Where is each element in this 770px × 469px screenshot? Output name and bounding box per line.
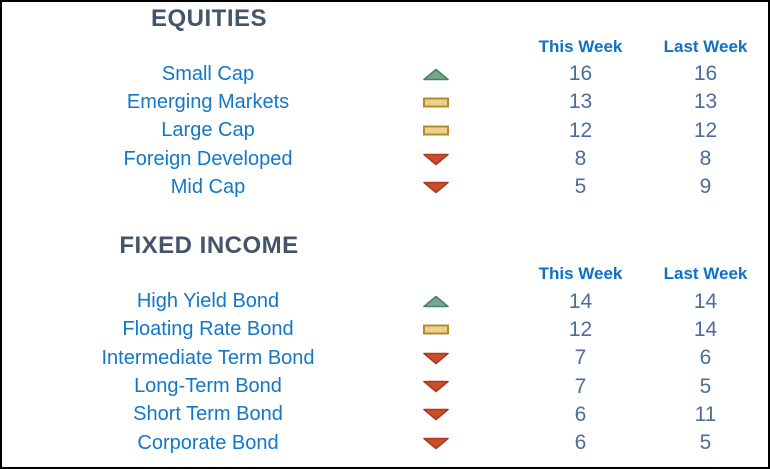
section-title: FIXED INCOME [119, 232, 299, 260]
this-week-value: 6 [574, 402, 587, 426]
section-title: EQUITIES [150, 5, 268, 32]
category-label: Corporate Bond [137, 431, 279, 454]
category-label: Short Term Bond [133, 403, 283, 426]
rankings-report: EQUITIES This Week Last Week Small Cap [2, 4, 768, 469]
this-week-value: 14 [568, 289, 593, 313]
last-week-value: 9 [699, 175, 712, 199]
last-week-value: 5 [699, 431, 712, 455]
this-week-value: 12 [568, 317, 593, 341]
this-week-value: 5 [574, 175, 587, 199]
trend-flat-icon [422, 96, 450, 109]
last-week-value: 13 [693, 90, 718, 114]
trend-down-icon [422, 437, 450, 450]
last-week-column-header: Last Week [663, 264, 748, 284]
trend-down-icon [422, 352, 450, 365]
last-week-value: 5 [699, 374, 712, 398]
table-row: Floating Rate Bond 12 14 [2, 316, 768, 344]
table-row: Intermediate Term Bond 7 6 [2, 344, 768, 372]
category-label: Small Cap [161, 62, 255, 85]
last-week-value: 6 [699, 346, 712, 370]
last-week-column-header: Last Week [663, 37, 748, 56]
this-week-column-header: This Week [538, 264, 623, 284]
table-row: High Yield Bond 14 14 [2, 287, 768, 315]
table-row: Short Term Bond 6 11 [2, 401, 768, 429]
category-label: Long-Term Bond [134, 375, 282, 398]
trend-up-icon [422, 295, 450, 308]
category-label: Intermediate Term Bond [101, 346, 315, 369]
trend-flat-icon [422, 323, 450, 336]
trend-flat-icon [422, 124, 450, 137]
this-week-value: 6 [574, 431, 587, 455]
this-week-value: 12 [568, 118, 593, 142]
table-row: Small Cap 16 16 [2, 60, 768, 88]
last-week-value: 14 [693, 317, 718, 341]
trend-down-icon [422, 408, 450, 421]
table-row: Large Cap 12 12 [2, 117, 768, 145]
category-label: Foreign Developed [123, 147, 293, 170]
column-header-row: This Week Last Week [2, 261, 768, 287]
category-label: High Yield Bond [136, 290, 280, 313]
section-equities: EQUITIES This Week Last Week Small Cap [2, 4, 768, 201]
table-row: Mid Cap 5 9 [2, 173, 768, 201]
this-week-column-header: This Week [538, 37, 623, 56]
this-week-value: 16 [568, 62, 593, 86]
this-week-value: 7 [574, 374, 587, 398]
section-fixed-income: FIXED INCOME This Week Last Week High Yi… [2, 231, 768, 457]
trend-up-icon [422, 68, 450, 81]
trend-down-icon [422, 380, 450, 393]
last-week-value: 14 [693, 289, 718, 313]
table-row: Long-Term Bond 7 5 [2, 372, 768, 400]
category-label: Large Cap [161, 119, 255, 142]
trend-down-icon [422, 153, 450, 166]
table-row: Foreign Developed 8 8 [2, 145, 768, 173]
table-row: Emerging Markets 13 13 [2, 88, 768, 116]
this-week-value: 7 [574, 346, 587, 370]
category-label: Emerging Markets [126, 90, 290, 113]
category-label: Mid Cap [170, 175, 246, 198]
table-row: Corporate Bond 6 5 [2, 429, 768, 457]
last-week-value: 12 [693, 118, 718, 142]
this-week-value: 13 [568, 90, 593, 114]
category-label: Floating Rate Bond [122, 318, 294, 341]
last-week-value: 8 [699, 147, 712, 171]
last-week-value: 11 [694, 402, 717, 426]
trend-down-icon [422, 181, 450, 194]
this-week-value: 8 [574, 147, 587, 171]
last-week-value: 16 [693, 62, 718, 86]
column-header-row: This Week Last Week [2, 34, 768, 60]
